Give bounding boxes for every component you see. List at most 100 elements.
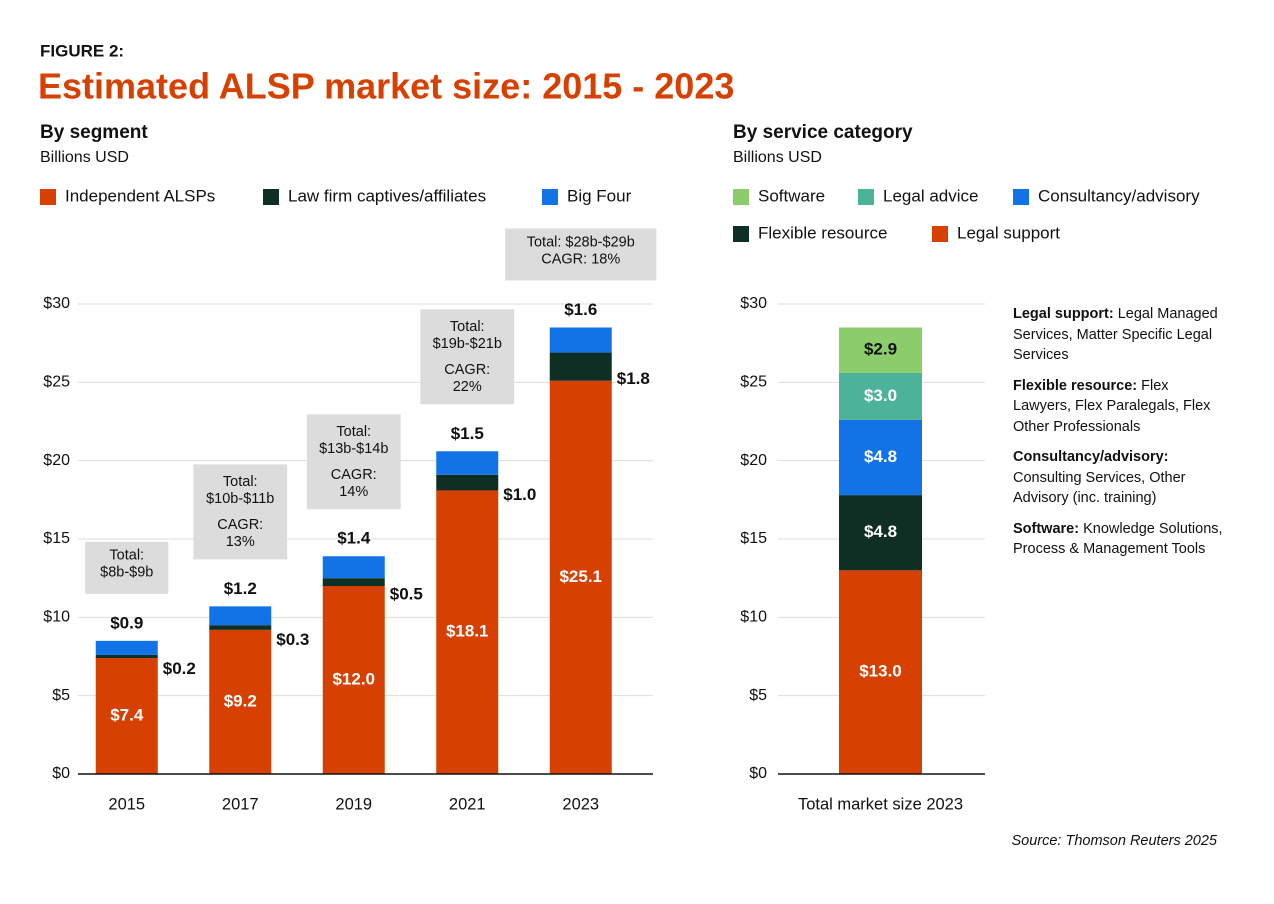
bar-segment bbox=[839, 372, 922, 420]
legend-swatch bbox=[858, 189, 874, 205]
source: Source: Thomson Reuters 2025 bbox=[1011, 833, 1217, 849]
value-label: $7.4 bbox=[110, 706, 144, 725]
note-term: Software: bbox=[1013, 520, 1080, 537]
value-label: $0.3 bbox=[276, 630, 309, 649]
bar-segment bbox=[839, 495, 922, 571]
bar-segment bbox=[209, 625, 272, 630]
annotation-text: 13% bbox=[226, 534, 255, 550]
annotation-text: Total: bbox=[109, 548, 144, 564]
legend-label: Legal support bbox=[957, 223, 1060, 242]
y-tick-label: $20 bbox=[740, 452, 767, 469]
value-label: $0.9 bbox=[110, 613, 143, 632]
annotation-box bbox=[193, 464, 288, 560]
annotation-text: 14% bbox=[339, 484, 368, 500]
x-tick-label: Total market size 2023 bbox=[798, 795, 963, 813]
notes: Legal support: Legal Managed Services, M… bbox=[1013, 304, 1223, 570]
bar-segment bbox=[839, 327, 922, 373]
value-label: $0.2 bbox=[163, 659, 196, 678]
legend-swatch bbox=[733, 226, 749, 242]
y-tick-label: $15 bbox=[740, 530, 767, 547]
annotation-text: $10b-$11b bbox=[206, 491, 274, 507]
y-tick-label: $0 bbox=[749, 765, 767, 782]
note: Consultancy/advisory: Consulting Service… bbox=[1013, 447, 1223, 509]
x-tick-label: 2015 bbox=[108, 795, 145, 813]
note-text: Legal Managed Services, Matter Specific … bbox=[1013, 306, 1218, 363]
figure-label: FIGURE 2: bbox=[40, 41, 124, 60]
y-tick-label: $10 bbox=[740, 609, 767, 626]
y-tick-label: $30 bbox=[43, 295, 70, 312]
y-tick-label: $30 bbox=[740, 295, 767, 312]
legend-label: Legal advice bbox=[883, 186, 978, 205]
bar-segment bbox=[209, 606, 272, 626]
y-tick-label: $25 bbox=[740, 374, 767, 391]
legend-label: Law firm captives/affiliates bbox=[288, 186, 486, 205]
legend-swatch bbox=[263, 189, 279, 205]
note-text: Flex Lawyers, Flex Paralegals, Flex Othe… bbox=[1013, 377, 1211, 435]
annotation-text: CAGR: bbox=[217, 517, 263, 533]
bar-segment bbox=[209, 629, 272, 774]
y-tick-label: $15 bbox=[43, 530, 70, 547]
value-label: $9.2 bbox=[224, 691, 257, 710]
annotation-text: Total: $28b-$29b bbox=[527, 234, 635, 250]
note: Flexible resource: Flex Lawyers, Flex Pa… bbox=[1013, 376, 1223, 438]
annotation-text: $19b-$21b bbox=[433, 336, 502, 352]
x-tick-label: 2021 bbox=[449, 795, 486, 813]
annotation-text: CAGR: 18% bbox=[541, 251, 620, 267]
bar-segment bbox=[322, 578, 385, 586]
chart-subtitle: Billions USD bbox=[733, 149, 822, 166]
chart-title: By service category bbox=[733, 122, 913, 143]
bar-segment bbox=[95, 640, 158, 655]
bar-segment bbox=[95, 654, 158, 659]
bar-segment bbox=[549, 380, 612, 774]
value-label: $0.5 bbox=[390, 585, 423, 604]
annotation-box bbox=[505, 228, 657, 281]
note: Software: Knowledge Solutions, Process &… bbox=[1013, 519, 1223, 560]
bar-segment bbox=[436, 474, 499, 491]
y-tick-label: $0 bbox=[52, 765, 70, 782]
bar-segment bbox=[436, 490, 499, 774]
bar-segment bbox=[95, 658, 158, 774]
bar-segment bbox=[839, 419, 922, 496]
legend-label: Big Four bbox=[567, 186, 632, 205]
legend-swatch bbox=[40, 189, 56, 205]
note-term: Legal support: bbox=[1013, 306, 1114, 322]
bar-segment bbox=[436, 451, 499, 475]
value-label: $13.0 bbox=[859, 662, 902, 681]
chart-title: By segment bbox=[40, 122, 148, 143]
value-label: $1.0 bbox=[503, 485, 536, 504]
y-tick-label: $5 bbox=[52, 687, 70, 704]
annotation-text: Total: bbox=[223, 474, 258, 490]
legend-swatch bbox=[542, 189, 558, 205]
annotation-box bbox=[85, 541, 169, 594]
legend-swatch bbox=[932, 226, 948, 242]
note-term: Consultancy/advisory: bbox=[1013, 449, 1169, 465]
value-label: $4.8 bbox=[864, 447, 897, 466]
value-label: $1.8 bbox=[617, 369, 650, 388]
bar-segment bbox=[549, 352, 612, 381]
legend-label: Flexible resource bbox=[758, 223, 887, 242]
y-tick-label: $25 bbox=[43, 374, 70, 391]
y-tick-label: $20 bbox=[43, 452, 70, 469]
value-label: $1.6 bbox=[564, 300, 597, 319]
legend-swatch bbox=[733, 189, 749, 205]
note-text: Knowledge Solutions, Process & Managemen… bbox=[1013, 520, 1223, 558]
legend-label: Consultancy/advisory bbox=[1038, 186, 1200, 205]
figure-title: Estimated ALSP market size: 2015 - 2023 bbox=[38, 66, 734, 107]
annotation-box bbox=[306, 414, 401, 510]
annotation-text: 22% bbox=[453, 379, 482, 395]
x-tick-label: 2019 bbox=[335, 795, 372, 813]
y-tick-label: $5 bbox=[749, 687, 767, 704]
bar-segment bbox=[322, 586, 385, 774]
y-tick-label: $10 bbox=[43, 609, 70, 626]
note: Legal support: Legal Managed Services, M… bbox=[1013, 304, 1223, 366]
value-label: $1.5 bbox=[451, 424, 484, 443]
value-label: $25.1 bbox=[559, 567, 602, 586]
bar-segment bbox=[839, 570, 922, 774]
value-label: $1.2 bbox=[224, 579, 257, 598]
annotation-text: Total: bbox=[450, 319, 485, 335]
annotation-box bbox=[420, 309, 515, 405]
legend-label: Independent ALSPs bbox=[65, 186, 215, 205]
annotation-text: $13b-$14b bbox=[319, 441, 388, 457]
